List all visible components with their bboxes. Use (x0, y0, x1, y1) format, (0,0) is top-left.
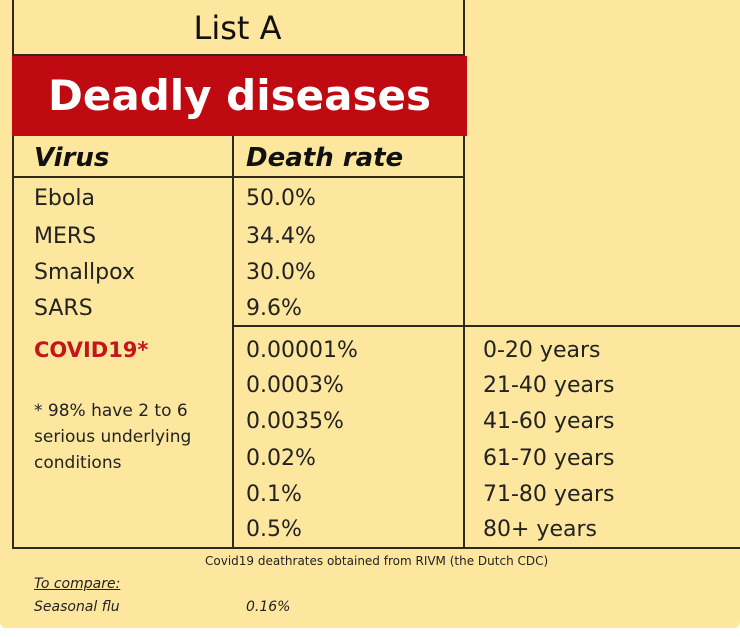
disease-name: Ebola (34, 186, 95, 211)
covid-rate: 0.0003% (246, 373, 344, 398)
covid-rate: 0.5% (246, 517, 302, 542)
covid-rate: 0.02% (246, 446, 316, 471)
virus-column-header: Virus (34, 143, 110, 173)
age-group: 21-40 years (483, 373, 615, 398)
death-rate-column-header: Death rate (246, 143, 404, 173)
age-group: 41-60 years (483, 409, 615, 434)
title-bottom-line (12, 54, 465, 56)
compare-label: To compare: (34, 576, 121, 592)
covid-label: COVID19* (34, 338, 149, 362)
disease-name: MERS (34, 224, 97, 249)
disease-rate: 50.0% (246, 186, 316, 211)
age-group: 0-20 years (483, 338, 601, 363)
list-column-right-border (463, 0, 465, 326)
title-banner: Deadly diseases (12, 56, 467, 136)
covid-rate: 0.0035% (246, 409, 344, 434)
compare-disease-name: Seasonal flu (34, 599, 120, 615)
list-title: List A (193, 9, 282, 47)
left-border (12, 0, 14, 548)
age-group: 71-80 years (483, 482, 615, 507)
disease-rate: 9.6% (246, 296, 302, 321)
virus-column-divider (232, 136, 234, 548)
disease-name: SARS (34, 296, 93, 321)
header-bottom-line (12, 176, 465, 178)
source-note: Covid19 deathrates obtained from RIVM (t… (205, 554, 549, 568)
disease-rate: 34.4% (246, 224, 316, 249)
covid-rate: 0.00001% (246, 338, 358, 363)
covid-footnote: * 98% have 2 to 6 serious underlying con… (34, 401, 192, 473)
compare-rate: 0.16% (246, 599, 291, 615)
age-group: 61-70 years (483, 446, 615, 471)
disease-rate: 30.0% (246, 260, 316, 285)
table-bottom-line (12, 547, 740, 549)
covid-top-line (232, 325, 740, 327)
banner-title: Deadly diseases (48, 71, 431, 120)
age-group: 80+ years (483, 517, 597, 542)
disease-name: Smallpox (34, 260, 135, 285)
covid-rate: 0.1% (246, 482, 302, 507)
rate-column-divider (463, 326, 465, 548)
